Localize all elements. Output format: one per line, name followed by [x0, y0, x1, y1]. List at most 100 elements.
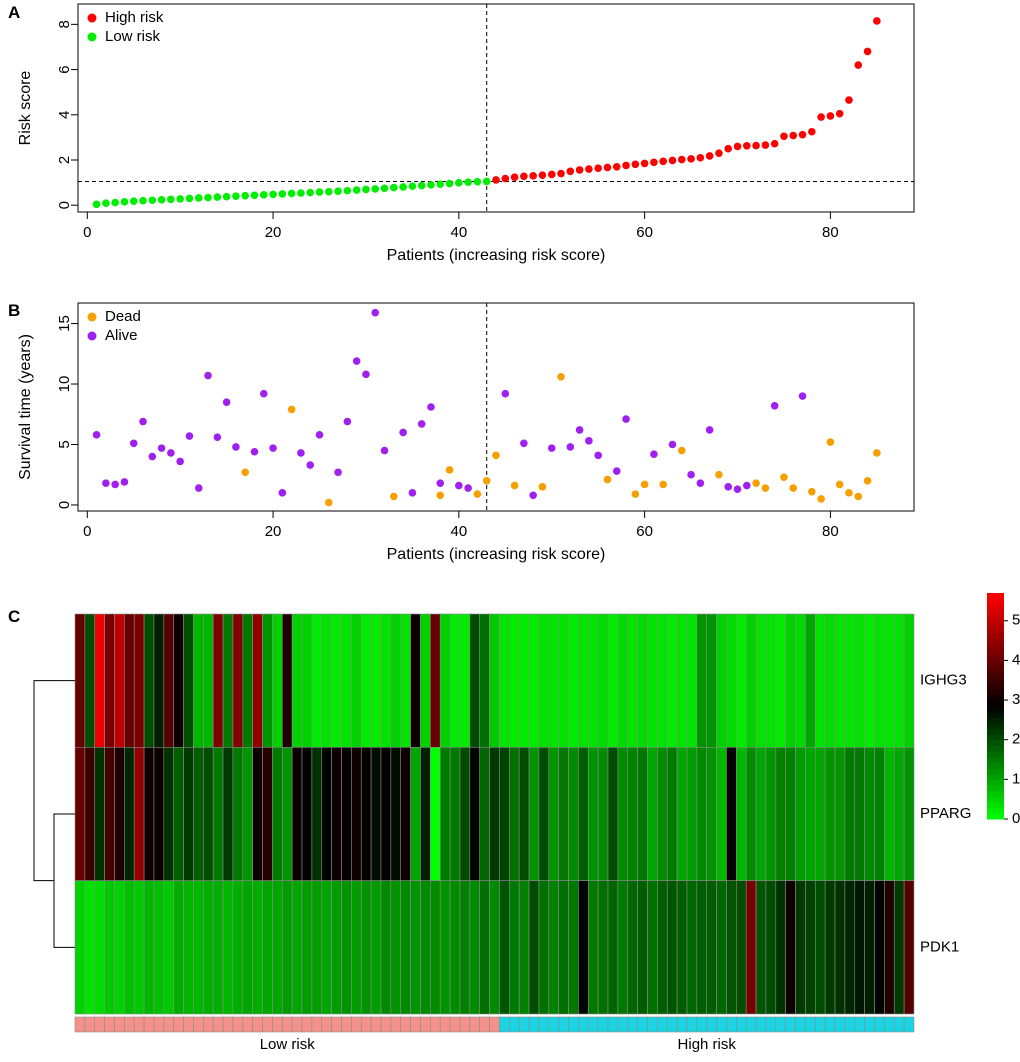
heatmap-cell-ighg3 [430, 613, 441, 748]
survival-point-alive [111, 480, 119, 489]
group-bar-cell-high-risk [755, 1016, 767, 1033]
group-label-low-risk: Low risk [260, 1036, 316, 1053]
risk-score-point-high-risk [668, 156, 677, 165]
heatmap-cell-pparg [795, 747, 806, 881]
survival-point-dead [677, 446, 686, 455]
group-bar-cell-low-risk [370, 1016, 382, 1033]
heatmap-cell-pparg [509, 747, 520, 881]
color-key-segment [987, 672, 1004, 679]
survival-x-axis-title: Patients (increasing risk score) [387, 546, 606, 563]
survival-legend-marker-alive [87, 331, 97, 341]
risk-score-legend-marker-high-risk [87, 13, 97, 23]
group-bar-cell-high-risk [617, 1016, 629, 1033]
heatmap-cell-ighg3 [133, 613, 145, 748]
risk-score-point-high-risk [752, 141, 760, 150]
survival-point-dead [752, 479, 760, 487]
heatmap-cell-pparg [736, 747, 747, 881]
heatmap-cell-pdk1 [509, 880, 520, 1015]
heatmap-cell-pdk1 [696, 880, 708, 1015]
survival-point-alive [148, 452, 157, 461]
heatmap-cell-ighg3 [617, 613, 629, 748]
heatmap-cell-pdk1 [380, 880, 392, 1015]
group-bar-cell-high-risk [854, 1016, 865, 1033]
group-bar-cell-low-risk [400, 1016, 411, 1033]
heatmap-cell-pdk1 [726, 880, 737, 1015]
heatmap-cell-pdk1 [321, 880, 332, 1015]
heatmap-cell-pdk1 [459, 880, 471, 1015]
group-bar-cell-high-risk [785, 1016, 796, 1033]
risk-score-point-low-risk [176, 195, 184, 203]
risk-score-point-high-risk [733, 142, 742, 151]
risk-score-point-high-risk [594, 164, 602, 172]
risk-score-point-high-risk [520, 172, 528, 181]
survival-point-alive [575, 426, 584, 434]
heatmap-cell-pdk1 [755, 880, 767, 1015]
heatmap-cell-ighg3 [509, 613, 520, 748]
survival-point-alive [417, 420, 426, 428]
color-key-segment [987, 717, 1004, 724]
survival-point-alive [399, 428, 407, 437]
heatmap-cell-pparg [420, 747, 431, 881]
survival-point-dead [538, 483, 547, 491]
heatmap-cell-pparg [755, 747, 767, 881]
group-bar-cell-low-risk [341, 1016, 352, 1033]
heatmap-cell-pparg [716, 747, 727, 881]
risk-score-point-high-risk [622, 161, 630, 170]
risk-score-point-high-risk [826, 112, 835, 120]
heatmap-cell-pdk1 [617, 880, 629, 1015]
heatmap-cell-ighg3 [203, 613, 214, 748]
heatmap-cell-ighg3 [578, 613, 589, 748]
survival-point-dead [808, 487, 816, 496]
survival-point-alive [362, 370, 370, 379]
survival-point-dead [659, 480, 667, 489]
heatmap-cell-pdk1 [489, 880, 500, 1015]
heatmap-cell-ighg3 [814, 613, 826, 748]
group-bar-cell-low-risk [114, 1016, 125, 1033]
group-bar-cell-high-risk [726, 1016, 737, 1033]
survival-point-dead [789, 484, 798, 492]
group-bar-cell-low-risk [410, 1016, 421, 1033]
group-bar-cell-high-risk [893, 1016, 905, 1033]
heatmap-cell-pdk1 [686, 880, 698, 1015]
survival-point-dead [445, 466, 454, 474]
risk-score-point-high-risk [677, 155, 686, 164]
color-key-segment [987, 745, 1004, 752]
color-key-segment [987, 762, 1004, 769]
risk-score-point-high-risk [631, 160, 640, 169]
survival-point-alive [380, 446, 389, 455]
heatmap-cell-ighg3 [538, 613, 550, 748]
group-bar-cell-low-risk [311, 1016, 323, 1033]
risk-score-point-high-risk [603, 163, 612, 172]
survival-x-tick-label: 80 [822, 523, 839, 540]
risk-score-point-low-risk [102, 199, 110, 207]
group-bar-cell-low-risk [203, 1016, 214, 1033]
heatmap-cell-pdk1 [272, 880, 283, 1015]
heatmap-cell-ighg3 [420, 613, 431, 748]
heatmap-cell-pparg [459, 747, 471, 881]
heatmap-cell-ighg3 [745, 613, 757, 748]
heatmap-cell-pparg [657, 747, 668, 881]
group-bar-cell-low-risk [84, 1016, 96, 1033]
heatmap-cell-pdk1 [528, 880, 540, 1015]
color-key-segment [987, 604, 1004, 611]
heatmap-cell-pdk1 [133, 880, 145, 1015]
heatmap-cell-pdk1 [893, 880, 905, 1015]
heatmap-cell-pdk1 [775, 880, 786, 1015]
group-bar-cell-low-risk [459, 1016, 471, 1033]
survival-point-alive [798, 392, 807, 400]
heatmap-cell-ighg3 [479, 613, 490, 748]
group-bar-cell-low-risk [291, 1016, 303, 1033]
gene-label-pparg: PPARG [920, 805, 971, 822]
heatmap-cell-pparg [124, 747, 135, 881]
heatmap-cell-pdk1 [449, 880, 461, 1015]
survival-point-alive [594, 451, 602, 460]
color-key-segment [987, 802, 1004, 809]
group-bar-cell-low-risk [489, 1016, 500, 1033]
risk-score-point-low-risk [297, 189, 305, 197]
survival-point-alive [687, 470, 695, 479]
group-bar-cell-low-risk [252, 1016, 263, 1033]
risk-score-point-low-risk [157, 195, 166, 204]
risk-score-point-low-risk [222, 192, 231, 201]
heatmap-cell-pdk1 [183, 880, 194, 1015]
group-bar-cell-low-risk [420, 1016, 431, 1033]
